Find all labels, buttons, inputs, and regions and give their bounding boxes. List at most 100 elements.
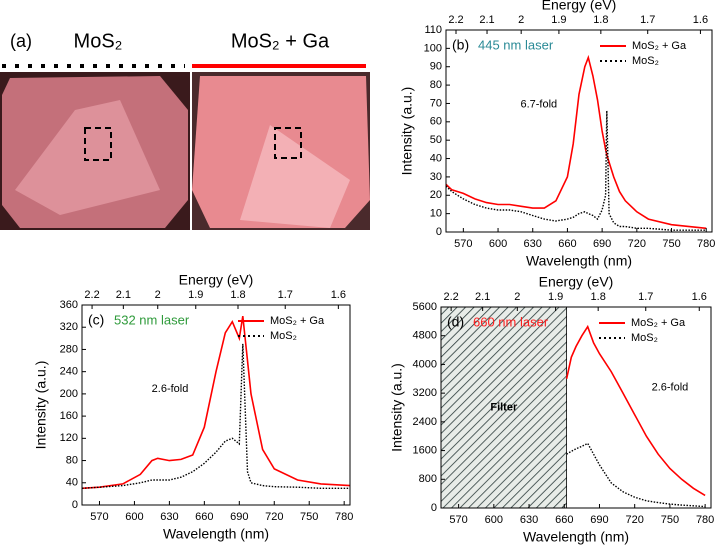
x-tick-label: 720	[628, 238, 646, 250]
filter-label: Filter	[490, 401, 518, 413]
y-tick-label: 5600	[413, 301, 437, 313]
x-tick-label: 690	[593, 238, 611, 250]
x2-tick-label: 2.1	[116, 289, 131, 301]
fold-annotation: 2.6-fold	[152, 383, 189, 395]
x2-tick-label: 2.2	[84, 289, 99, 301]
x2-tick-label: 1.6	[331, 289, 346, 301]
y-tick-label: 0	[436, 226, 442, 238]
y-tick-label: 50	[430, 134, 442, 146]
x-tick-label: 630	[520, 514, 538, 526]
y-tick-label: 90	[430, 61, 442, 73]
roi-box	[274, 127, 302, 159]
legend-label: MoS₂	[631, 332, 658, 344]
legend-label: MoS₂ + Ga	[632, 40, 687, 52]
x-tick-label: 720	[265, 511, 283, 523]
y-tick-label: 110	[424, 24, 442, 36]
panel-label: (c)	[88, 312, 104, 328]
x2-tick-label: 1.7	[638, 291, 653, 303]
spectrum-line	[81, 315, 351, 490]
x2-tick-label: 2.1	[479, 14, 494, 26]
y-axis-label: Intensity (a.u.)	[399, 87, 415, 176]
y-tick-label: 40	[430, 152, 442, 164]
y-tick-label: 20	[430, 189, 442, 201]
x-tick-label: 600	[125, 511, 143, 523]
x-tick-label: 600	[485, 514, 503, 526]
y-tick-label: 120	[60, 432, 78, 444]
spectrum-line	[565, 324, 706, 497]
laser-label: 660 nm laser	[473, 314, 549, 329]
y-tick-label: 30	[430, 171, 442, 183]
x2-tick-label: 1.7	[640, 14, 655, 26]
x-tick-label: 660	[558, 238, 576, 250]
x2-tick-label: 2.1	[475, 291, 490, 303]
x-tick-label: 630	[524, 238, 542, 250]
y-axis-label: Intensity (a.u.)	[33, 361, 49, 450]
x2-axis-label: Energy (eV)	[542, 0, 617, 13]
flake-region	[240, 125, 350, 228]
x-tick-label: 720	[626, 514, 644, 526]
x-tick-label: 570	[90, 511, 108, 523]
y-tick-label: 160	[60, 410, 78, 422]
x2-tick-label: 1.6	[693, 14, 708, 26]
y-tick-label: 4000	[413, 358, 437, 370]
plot-frame	[445, 29, 713, 233]
y-tick-label: 2400	[413, 416, 437, 428]
x2-tick-label: 2.2	[448, 14, 463, 26]
panel-a: (a) MoS₂ MoS₂ + Ga	[0, 30, 370, 230]
x-axis-label: Wavelength (nm)	[163, 526, 269, 542]
y-tick-label: 80	[66, 454, 78, 466]
x-tick-label: 690	[230, 511, 248, 523]
y-tick-label: 200	[60, 388, 78, 400]
x2-axis-label: Energy (eV)	[539, 274, 614, 290]
spectrum-line	[81, 343, 350, 489]
flake-region	[15, 100, 160, 215]
fold-annotation: 6.7-fold	[520, 99, 557, 111]
x-tick-label: 780	[335, 511, 353, 523]
y-tick-label: 1600	[413, 444, 437, 456]
x-tick-label: 570	[454, 238, 472, 250]
x-tick-label: 660	[555, 514, 573, 526]
spectrum-line	[445, 54, 707, 230]
laser-label: 532 nm laser	[114, 312, 190, 327]
panel-label: (b)	[452, 37, 469, 53]
roi-box	[84, 127, 112, 161]
x-tick-label: 780	[696, 514, 714, 526]
y-tick-label: 3200	[413, 387, 437, 399]
laser-label: 445 nm laser	[478, 37, 554, 52]
x2-tick-label: 2	[155, 289, 161, 301]
y-tick-label: 0	[72, 499, 78, 511]
panel-label: (d)	[447, 314, 464, 330]
fold-annotation: 2.6-fold	[652, 381, 689, 393]
x2-tick-label: 1.9	[548, 291, 563, 303]
x-tick-label: 750	[662, 238, 680, 250]
x2-tick-label: 1.9	[188, 289, 203, 301]
legend-label: MoS₂	[632, 55, 659, 67]
y-tick-label: 280	[60, 343, 78, 355]
y-tick-label: 70	[430, 97, 442, 109]
y-tick-label: 800	[419, 473, 437, 485]
y-tick-label: 80	[430, 79, 442, 91]
x-tick-label: 570	[449, 514, 467, 526]
sample-title: MoS₂ + Ga	[231, 30, 330, 52]
legend-label: MoS₂ + Ga	[270, 315, 325, 327]
y-tick-label: 40	[66, 477, 78, 489]
spectrum-line	[566, 442, 706, 508]
x2-tick-label: 2.2	[443, 291, 458, 303]
x-tick-label: 750	[300, 511, 318, 523]
panel-label: (a)	[10, 31, 32, 51]
x-tick-label: 630	[160, 511, 178, 523]
y-axis-label: Intensity (a.u.)	[389, 363, 405, 452]
x-tick-label: 660	[195, 511, 213, 523]
spectrum-line	[445, 110, 707, 231]
y-tick-label: 0	[431, 502, 437, 514]
y-tick-label: 4800	[413, 330, 437, 342]
x-tick-label: 780	[697, 238, 715, 250]
x-tick-label: 690	[590, 514, 608, 526]
y-tick-label: 10	[430, 208, 442, 220]
x-tick-label: 750	[661, 514, 679, 526]
y-tick-label: 240	[60, 366, 78, 378]
plot-frame	[440, 306, 712, 509]
x2-tick-label: 1.6	[692, 291, 707, 303]
x2-tick-label: 1.9	[551, 14, 566, 26]
